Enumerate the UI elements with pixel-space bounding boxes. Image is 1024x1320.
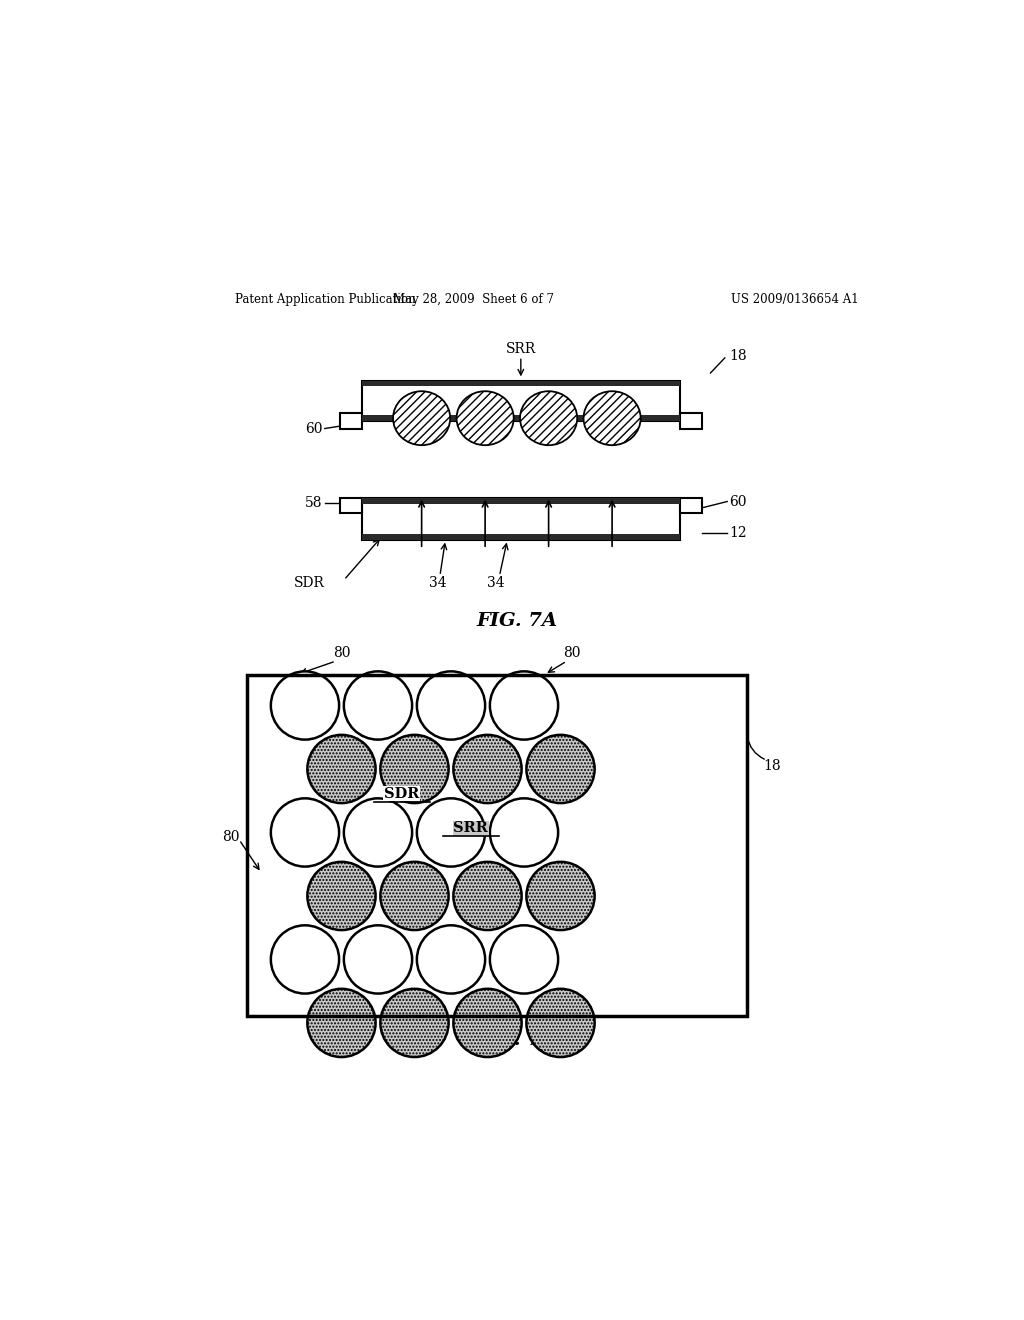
- Text: 58: 58: [305, 496, 323, 510]
- Circle shape: [270, 672, 339, 739]
- Ellipse shape: [457, 391, 514, 445]
- Circle shape: [380, 735, 449, 803]
- Text: SRR: SRR: [454, 821, 488, 836]
- Ellipse shape: [584, 391, 641, 445]
- Bar: [247, 675, 748, 1016]
- Circle shape: [526, 735, 595, 803]
- Circle shape: [489, 799, 558, 867]
- Circle shape: [344, 799, 412, 867]
- Circle shape: [380, 862, 449, 931]
- Text: 12: 12: [729, 527, 748, 540]
- Text: SRR: SRR: [506, 342, 536, 355]
- Circle shape: [489, 672, 558, 739]
- Bar: [340, 499, 362, 512]
- Bar: [680, 499, 701, 512]
- Circle shape: [417, 672, 485, 739]
- Text: May 28, 2009  Sheet 6 of 7: May 28, 2009 Sheet 6 of 7: [393, 293, 554, 306]
- Bar: [362, 381, 680, 387]
- Circle shape: [454, 735, 521, 803]
- Bar: [362, 535, 680, 540]
- Bar: [340, 413, 362, 429]
- Bar: [362, 414, 680, 421]
- Circle shape: [489, 925, 558, 994]
- Text: FIG. 7A: FIG. 7A: [476, 611, 557, 630]
- Ellipse shape: [520, 391, 578, 445]
- Bar: [362, 499, 680, 504]
- Bar: [362, 381, 680, 421]
- Text: 18: 18: [763, 759, 780, 772]
- Circle shape: [307, 989, 376, 1057]
- Text: US 2009/0136654 A1: US 2009/0136654 A1: [731, 293, 859, 306]
- Circle shape: [270, 799, 339, 867]
- Circle shape: [270, 925, 339, 994]
- Circle shape: [344, 672, 412, 739]
- Ellipse shape: [393, 391, 451, 445]
- Text: 80: 80: [333, 647, 350, 660]
- Text: SDR: SDR: [294, 577, 325, 590]
- Circle shape: [417, 925, 485, 994]
- Text: 34: 34: [429, 577, 446, 590]
- Text: 18: 18: [729, 348, 748, 363]
- Bar: [362, 499, 680, 540]
- Text: 80: 80: [221, 830, 240, 845]
- Text: 60: 60: [729, 495, 748, 508]
- Circle shape: [417, 799, 485, 867]
- Circle shape: [344, 925, 412, 994]
- Text: SDR: SDR: [384, 787, 420, 800]
- Circle shape: [526, 862, 595, 931]
- Circle shape: [454, 989, 521, 1057]
- Bar: [680, 413, 701, 429]
- Text: 60: 60: [305, 421, 323, 436]
- Circle shape: [380, 989, 449, 1057]
- Text: 34: 34: [486, 577, 504, 590]
- Circle shape: [526, 989, 595, 1057]
- Circle shape: [307, 862, 376, 931]
- Circle shape: [454, 862, 521, 931]
- Bar: [247, 675, 748, 1016]
- Text: FIG. 7B: FIG. 7B: [475, 1031, 558, 1048]
- Text: 80: 80: [563, 647, 581, 660]
- Circle shape: [307, 735, 376, 803]
- Text: Patent Application Publication: Patent Application Publication: [236, 293, 416, 306]
